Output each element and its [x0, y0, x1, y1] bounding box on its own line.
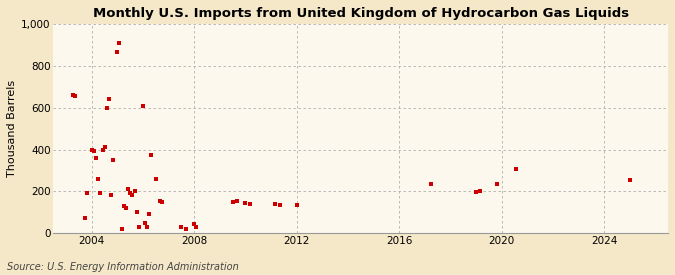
Point — [108, 158, 119, 162]
Point — [426, 182, 437, 186]
Point — [191, 225, 202, 229]
Point — [157, 200, 167, 204]
Point — [180, 227, 191, 231]
Point — [511, 167, 522, 172]
Point — [105, 192, 116, 197]
Point — [292, 203, 302, 207]
Point — [146, 153, 157, 157]
Point — [112, 50, 123, 54]
Point — [120, 206, 131, 210]
Point — [127, 192, 138, 197]
Point — [101, 105, 112, 110]
Point — [131, 210, 142, 214]
Point — [624, 178, 635, 182]
Point — [475, 189, 486, 194]
Point — [125, 191, 136, 196]
Point — [244, 202, 255, 206]
Point — [114, 40, 125, 45]
Point — [129, 189, 140, 194]
Point — [97, 147, 108, 152]
Point — [151, 177, 161, 181]
Point — [68, 93, 78, 97]
Point — [99, 145, 110, 150]
Point — [92, 177, 103, 181]
Point — [227, 200, 238, 204]
Point — [138, 103, 148, 108]
Title: Monthly U.S. Imports from United Kingdom of Hydrocarbon Gas Liquids: Monthly U.S. Imports from United Kingdom… — [92, 7, 629, 20]
Point — [116, 227, 127, 231]
Point — [232, 199, 242, 203]
Point — [95, 191, 106, 196]
Y-axis label: Thousand Barrels: Thousand Barrels — [7, 80, 17, 177]
Point — [103, 97, 114, 101]
Point — [189, 222, 200, 226]
Point — [140, 221, 151, 225]
Point — [155, 199, 165, 203]
Point — [82, 191, 93, 196]
Point — [133, 225, 144, 229]
Point — [118, 204, 129, 208]
Point — [86, 147, 97, 152]
Point — [274, 203, 285, 207]
Point — [80, 215, 91, 220]
Point — [240, 201, 251, 205]
Text: Source: U.S. Energy Information Administration: Source: U.S. Energy Information Administ… — [7, 262, 238, 272]
Point — [142, 225, 153, 229]
Point — [492, 182, 503, 186]
Point — [176, 225, 187, 229]
Point — [144, 212, 155, 217]
Point — [270, 202, 281, 206]
Point — [70, 94, 80, 98]
Point — [88, 148, 99, 153]
Point — [123, 187, 134, 191]
Point — [470, 190, 481, 195]
Point — [90, 156, 101, 160]
